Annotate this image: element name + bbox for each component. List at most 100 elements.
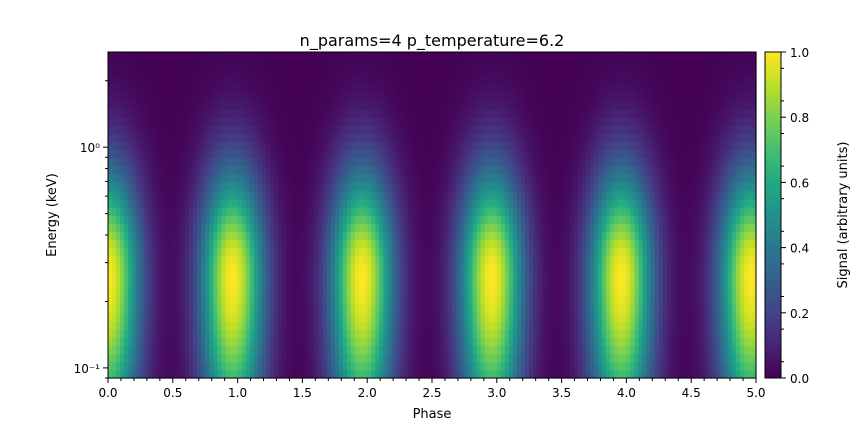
heatmap-cell	[687, 369, 692, 379]
heatmap-cell	[508, 157, 514, 167]
heatmap-cell	[403, 263, 409, 273]
heatmap-cell	[261, 272, 267, 281]
heatmap-cell	[529, 174, 534, 183]
heatmap-cell	[128, 296, 133, 306]
heatmap-cell	[480, 312, 486, 322]
heatmap-cell	[488, 337, 494, 346]
heatmap-cell	[541, 133, 546, 143]
heatmap-cell	[334, 272, 340, 281]
heatmap-cell	[658, 190, 664, 200]
heatmap-cell	[508, 247, 514, 257]
heatmap-cell	[132, 215, 137, 224]
heatmap-cell	[379, 223, 384, 232]
heatmap-cell	[403, 141, 409, 151]
heatmap-cell	[557, 280, 563, 289]
heatmap-cell	[399, 190, 405, 200]
heatmap-cell	[662, 255, 668, 265]
heatmap-cell	[233, 361, 239, 371]
heatmap-cell	[500, 288, 506, 298]
heatmap-cell	[359, 239, 364, 249]
heatmap-cell	[541, 312, 546, 322]
heatmap-cell	[666, 182, 672, 192]
heatmap-cell	[237, 223, 243, 232]
heatmap-cell	[476, 239, 482, 249]
heatmap-cell	[553, 288, 559, 298]
heatmap-cell	[176, 141, 182, 151]
heatmap-cell	[338, 272, 344, 281]
heatmap-cell	[128, 166, 133, 175]
heatmap-cell	[549, 353, 555, 363]
heatmap-cell	[666, 345, 672, 355]
heatmap-cell	[521, 157, 526, 167]
heatmap-cell	[504, 296, 510, 306]
heatmap-cell	[116, 296, 121, 306]
heatmap-cell	[233, 329, 239, 338]
heatmap-cell	[646, 296, 652, 306]
heatmap-cell	[294, 296, 299, 306]
heatmap-cell	[168, 215, 174, 224]
heatmap-cell	[537, 255, 542, 265]
heatmap-cell	[282, 182, 287, 192]
heatmap-cell	[517, 345, 522, 355]
heatmap-cell	[270, 215, 275, 224]
heatmap-cell	[189, 117, 194, 126]
heatmap-cell	[634, 198, 640, 208]
heatmap-cell	[594, 206, 599, 216]
heatmap-cell	[687, 320, 692, 330]
heatmap-cell	[116, 329, 121, 338]
heatmap-cell	[444, 304, 449, 314]
heatmap-cell	[537, 149, 542, 159]
heatmap-cell	[407, 288, 413, 298]
heatmap-cell	[630, 182, 636, 192]
heatmap-cell	[286, 215, 291, 224]
heatmap-cell	[715, 125, 721, 135]
heatmap-cell	[602, 320, 607, 330]
heatmap-cell	[286, 247, 291, 257]
heatmap-cell	[274, 198, 279, 208]
heatmap-cell	[747, 133, 753, 143]
heatmap-cell	[585, 337, 591, 346]
heatmap-cell	[363, 345, 368, 355]
heatmap-cell	[666, 223, 672, 232]
heatmap-cell	[164, 288, 170, 298]
heatmap-cell	[160, 182, 166, 192]
heatmap-cell	[537, 125, 542, 135]
heatmap-cell	[549, 345, 555, 355]
heatmap-cell	[654, 255, 660, 265]
heatmap-cell	[496, 223, 502, 232]
heatmap-cell	[634, 369, 640, 379]
heatmap-cell	[415, 296, 421, 306]
heatmap-cell	[423, 345, 429, 355]
heatmap-cell	[537, 337, 542, 346]
heatmap-cell	[650, 215, 656, 224]
heatmap-cell	[237, 190, 243, 200]
heatmap-cell	[695, 353, 700, 363]
heatmap-cell	[468, 166, 474, 175]
heatmap-cell	[278, 272, 283, 281]
heatmap-cell	[334, 263, 340, 273]
heatmap-cell	[274, 223, 279, 232]
heatmap-cell	[541, 198, 546, 208]
heatmap-cell	[286, 198, 291, 208]
heatmap-cell	[156, 361, 162, 371]
heatmap-cell	[496, 133, 502, 143]
heatmap-cell	[351, 133, 356, 143]
heatmap-cell	[464, 255, 470, 265]
heatmap-cell	[176, 304, 182, 314]
heatmap-cell	[727, 320, 733, 330]
heatmap-cell	[448, 133, 453, 143]
heatmap-cell	[302, 133, 308, 143]
heatmap-cell	[116, 369, 121, 379]
heatmap-cell	[136, 182, 141, 192]
heatmap-cell	[213, 157, 218, 167]
heatmap-cell	[241, 361, 247, 371]
heatmap-cell	[338, 263, 344, 273]
heatmap-cell	[521, 223, 526, 232]
heatmap-cell	[371, 247, 376, 257]
heatmap-cell	[654, 272, 660, 281]
heatmap-cell	[180, 231, 186, 241]
heatmap-cell	[598, 312, 603, 322]
heatmap-cell	[695, 345, 700, 355]
heatmap-cell	[675, 337, 680, 346]
heatmap-cell	[606, 215, 611, 224]
